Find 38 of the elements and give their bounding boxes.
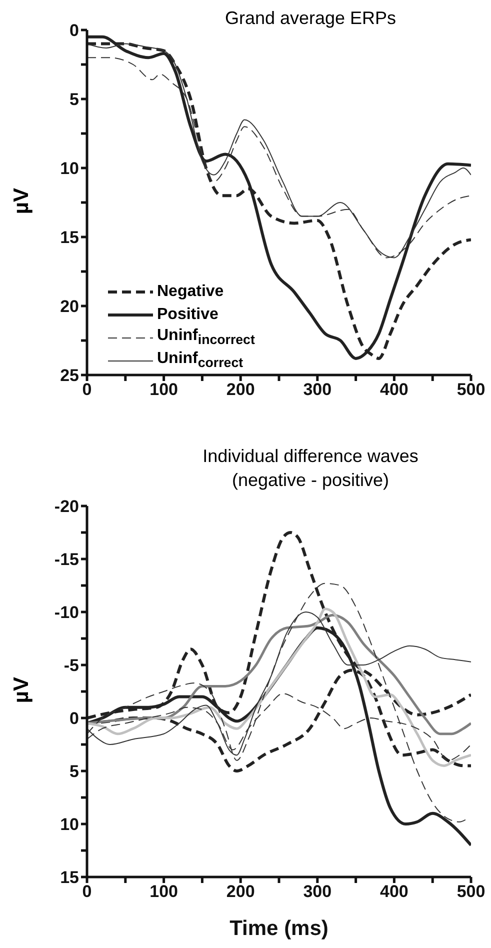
y-axis-title: µV	[10, 675, 34, 705]
chart-subtitle: (negative - positive)	[230, 469, 390, 492]
y-tick-label: 15	[60, 868, 79, 888]
y-tick-label: 5	[70, 762, 79, 782]
y-tick-label: -10	[54, 603, 79, 622]
x-tick-label: 200	[226, 882, 255, 902]
y-tick-label: 15	[60, 228, 79, 248]
y-axis-title: µV	[10, 186, 34, 216]
chart-title: Individual difference waves	[202, 445, 420, 468]
legend-label: Positive	[157, 306, 218, 324]
x-axis-title: Time (ms)	[230, 917, 328, 940]
y-tick-label: -15	[54, 550, 79, 570]
x-tick-label: 400	[380, 380, 408, 400]
y-tick-label: 0	[70, 21, 79, 40]
x-tick-label: 500	[456, 882, 486, 902]
x-tick-label: 0	[82, 882, 92, 902]
x-tick-label: 300	[303, 882, 332, 902]
x-tick-label: 0	[82, 380, 92, 400]
y-tick-label: -20	[54, 497, 79, 516]
y-tick-label: -5	[64, 656, 79, 676]
y-tick-label: 10	[60, 815, 79, 834]
x-tick-label: 400	[380, 882, 408, 902]
y-tick-label: 5	[70, 90, 79, 110]
y-tick-label: 0	[70, 709, 79, 728]
x-tick-label: 300	[303, 380, 332, 400]
y-tick-label: 10	[60, 159, 79, 178]
x-tick-label: 200	[226, 380, 255, 400]
line-series	[87, 582, 468, 822]
legend-label: Uninf$_{incorrect}$	[157, 327, 255, 348]
x-tick-label: 100	[150, 380, 178, 400]
x-tick-label: 500	[456, 380, 486, 400]
legend-label: Uninf$_{correct}$	[157, 350, 244, 371]
legend-label: Negative	[157, 282, 224, 300]
y-tick-label: 25	[60, 366, 79, 386]
chart-title: Grand average ERPs	[224, 7, 398, 30]
y-tick-label: 20	[60, 297, 79, 316]
line-series	[87, 614, 471, 736]
x-tick-label: 100	[150, 882, 178, 902]
